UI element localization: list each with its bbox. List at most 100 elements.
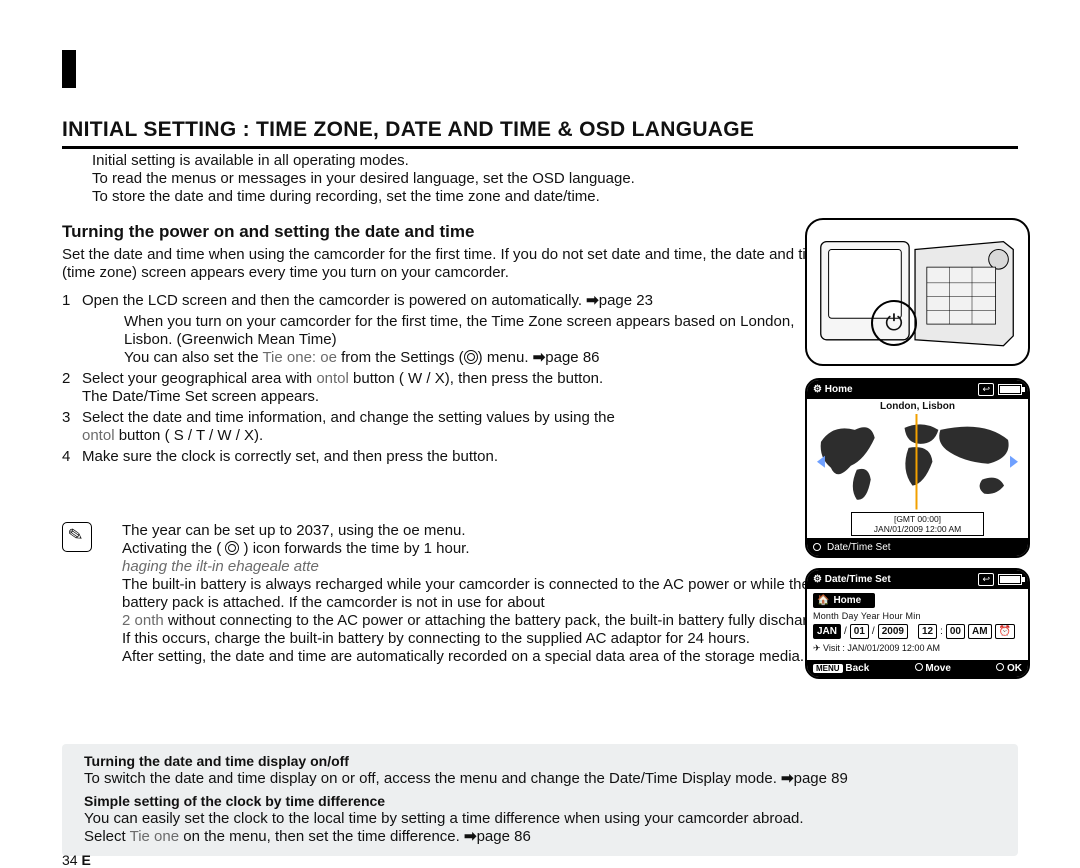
step-subline: You can also set the Tie one: oe from th… [124, 349, 842, 367]
note-line: Activating the ( ) icon forwards the tim… [122, 540, 842, 558]
separator: : [940, 626, 943, 637]
footer-move: Move [915, 663, 951, 674]
screen-timezone: ⚙ Home ↩ London, Lisbon [805, 378, 1030, 558]
screen-header: ⚙ Date/Time Set ↩ [807, 570, 1028, 589]
step-number: 3 [62, 409, 82, 445]
button-glyphs: S / T / W / X [170, 427, 254, 444]
cell-hour: 12 [918, 624, 937, 639]
intro-line: To store the date and time during record… [92, 188, 635, 206]
gmt-box: [GMT 00:00] JAN/01/2009 12:00 AM [851, 512, 984, 536]
note-block: The year can be set up to 2037, using th… [62, 522, 842, 666]
note-text: The year can be set up to 2037, using th… [122, 522, 842, 666]
tip-text: Select [84, 828, 130, 845]
header-label: ⚙ Date/Time Set [813, 574, 891, 585]
gmt-line: [GMT 00:00] [852, 514, 983, 524]
tip-text: To switch the date and time display on o… [84, 770, 781, 787]
step-text: ), then press the button. [445, 370, 603, 387]
home-label: Home [833, 595, 861, 606]
page-ref: page 86 [477, 828, 531, 845]
tip-title: Turning the date and time display on/off [84, 752, 996, 770]
left-column: Turning the power on and setting the dat… [62, 222, 842, 469]
header-text: Home [825, 384, 853, 395]
step-text: Open the LCD screen and then the camcord… [82, 292, 586, 309]
menu-chip-icon: MENU [813, 664, 843, 673]
joystick-dot-icon [915, 663, 923, 671]
joystick-dot-icon [813, 543, 821, 551]
step-body: Select your geographical area with ontol… [82, 370, 842, 406]
arrow-icon: ➡ [464, 828, 477, 845]
lead-paragraph: Set the date and time when using the cam… [62, 246, 842, 282]
back-chip-icon: ↩ [978, 573, 994, 586]
gear-icon [464, 350, 478, 364]
manual-page: INITIAL SETTING : TIME ZONE, DATE AND TI… [0, 0, 1080, 866]
cell-month: JAN [813, 624, 841, 639]
back-chip-icon: ↩ [978, 383, 994, 396]
intro-block: Initial setting is available in all oper… [92, 152, 635, 206]
arrow-icon: ➡ [533, 349, 546, 366]
camcorder-svg [807, 220, 1028, 365]
step-number: 1 [62, 292, 82, 310]
gray-text: ontol [82, 427, 115, 444]
step-2: 2 Select your geographical area with ont… [62, 370, 842, 406]
arrow-icon: ➡ [781, 770, 794, 787]
gray-text: Tie one [130, 828, 179, 845]
joystick-dot-icon [996, 663, 1004, 671]
step-text: button ( [115, 427, 170, 444]
chapter-tab [62, 50, 76, 88]
gmt-line: JAN/01/2009 12:00 AM [852, 524, 983, 534]
step-text: ) menu. [478, 349, 533, 366]
step-number: 4 [62, 448, 82, 466]
note-line: After setting, the date and time are aut… [122, 648, 842, 666]
intro-line: Initial setting is available in all oper… [92, 152, 635, 170]
tip-body: To switch the date and time display on o… [84, 770, 996, 788]
step-body: Open the LCD screen and then the camcord… [82, 292, 842, 310]
footer-ok-label: OK [1007, 663, 1022, 674]
datetime-body: 🏠 Home Month Day Year Hour Min JAN / 01 … [807, 589, 1028, 660]
right-column: ⚙ Home ↩ London, Lisbon [805, 218, 1030, 689]
cell-min: 00 [946, 624, 965, 639]
note-line: The year can be set up to 2037, using th… [122, 522, 842, 540]
screen-footer: MENU Back Move OK [807, 660, 1028, 677]
footer-back-label: Back [845, 663, 869, 674]
visit-text: Visit : JAN/01/2009 12:00 AM [823, 643, 940, 653]
tip-box: Turning the date and time display on/off… [62, 744, 1018, 856]
step-text: Select your geographical area with [82, 370, 316, 387]
tip-body: You can easily set the clock to the loca… [84, 810, 996, 828]
tip-title: Simple setting of the clock by time diff… [84, 792, 996, 810]
tip-body: Select Tie one on the menu, then set the… [84, 828, 996, 846]
step-body: Make sure the clock is correctly set, an… [82, 448, 842, 466]
page-ref: page 86 [545, 349, 599, 366]
gray-text: ontol [316, 370, 349, 387]
step-text: button ( [349, 370, 404, 387]
home-chip: 🏠 Home [813, 593, 875, 608]
gray-text: 2 onth [122, 612, 164, 629]
header-text: Date/Time Set [825, 574, 891, 585]
button-glyphs: W / X [404, 370, 445, 387]
page-ref: page 23 [599, 292, 653, 309]
datetime-row: JAN / 01 / 2009 12 : 00 AM ⏰ [813, 624, 1022, 639]
header-label: ⚙ Home [813, 384, 853, 395]
world-map [813, 414, 1022, 510]
gray-text: Tie one: oe [262, 349, 337, 366]
page-ref: page 89 [794, 770, 848, 787]
section-subhead: Turning the power on and setting the dat… [62, 222, 842, 242]
step-text: ). [254, 427, 263, 444]
city-label: London, Lisbon [807, 401, 1028, 412]
footer-back: MENU Back [813, 663, 869, 674]
steps-list: 1 Open the LCD screen and then the camco… [62, 292, 842, 466]
battery-icon [998, 574, 1022, 585]
note-icon [62, 522, 92, 552]
step-text: You can also set the [124, 349, 262, 366]
tip-text: on the menu, then set the time differenc… [179, 828, 464, 845]
camcorder-illustration [805, 218, 1030, 366]
step-text: Select the date and time information, an… [82, 409, 615, 426]
note-text-part: without connecting to the AC power or at… [122, 612, 836, 647]
cell-year: 2009 [878, 624, 908, 639]
note-line: The built-in battery is always recharged… [122, 576, 842, 612]
screen-footer: Date/Time Set [807, 538, 1028, 556]
separator: / [872, 626, 875, 637]
dst-gear-icon [225, 541, 239, 555]
step-1: 1 Open the LCD screen and then the camco… [62, 292, 842, 310]
step-3: 3 Select the date and time information, … [62, 409, 842, 445]
cell-dst-icon: ⏰ [995, 624, 1015, 639]
